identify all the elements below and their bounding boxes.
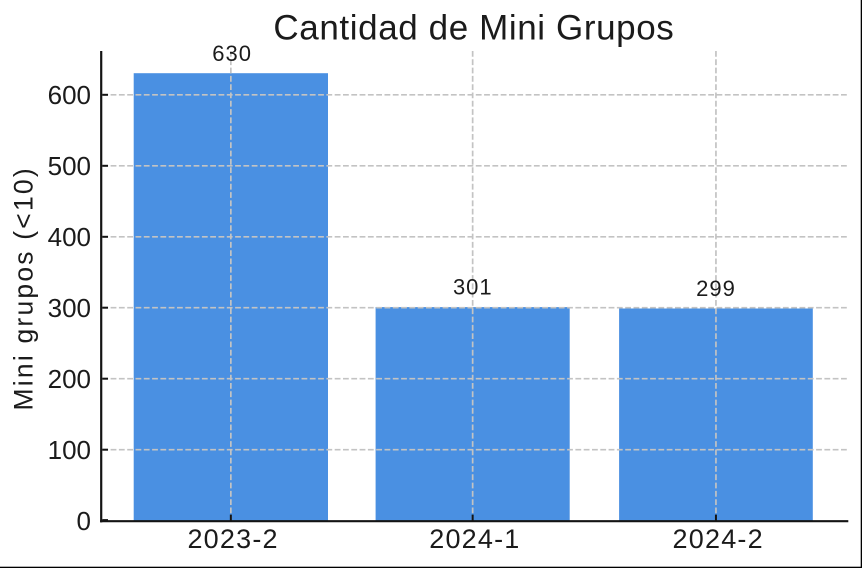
svg-text:2024-1: 2024-1 <box>429 524 520 554</box>
svg-text:600: 600 <box>48 80 91 110</box>
svg-text:100: 100 <box>48 435 91 465</box>
svg-text:2023-2: 2023-2 <box>187 524 278 554</box>
svg-text:299: 299 <box>696 276 736 301</box>
svg-text:301: 301 <box>453 275 493 300</box>
svg-text:Mini grupos (<10): Mini grupos (<10) <box>9 166 39 410</box>
svg-text:Cantidad de Mini Grupos: Cantidad de Mini Grupos <box>273 8 674 47</box>
svg-text:0: 0 <box>77 506 91 536</box>
svg-text:500: 500 <box>48 151 91 181</box>
svg-text:300: 300 <box>48 293 91 323</box>
svg-text:400: 400 <box>48 222 91 252</box>
svg-text:2024-2: 2024-2 <box>673 524 764 554</box>
svg-text:200: 200 <box>48 364 91 394</box>
svg-text:630: 630 <box>212 41 252 66</box>
